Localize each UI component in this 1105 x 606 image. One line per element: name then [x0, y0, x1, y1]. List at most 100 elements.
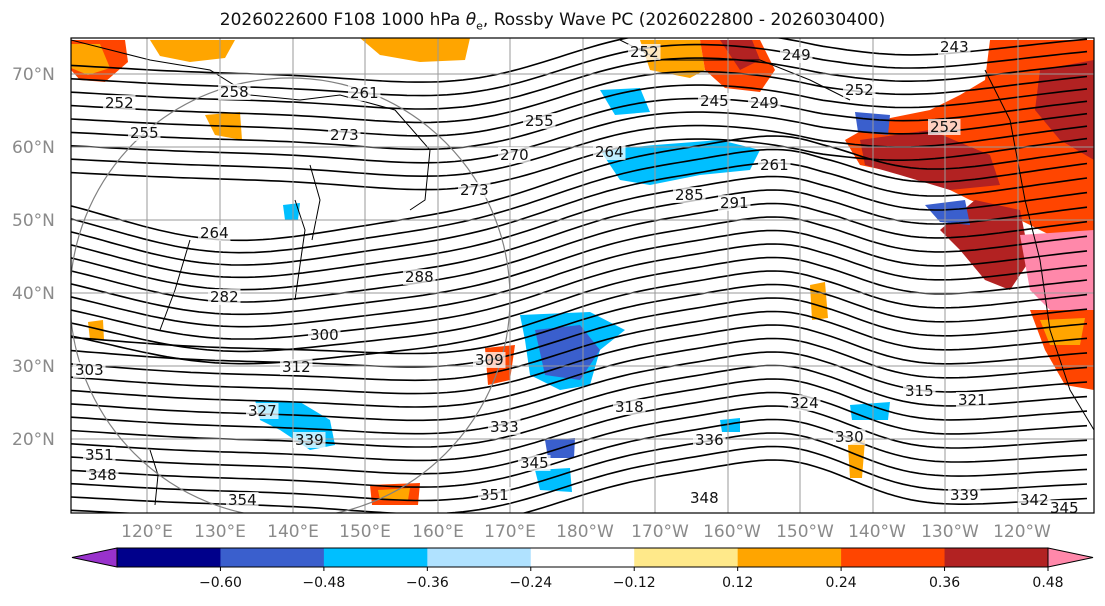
- contour-line: [71, 297, 1088, 368]
- contour-label: 249: [750, 94, 779, 112]
- lon-label: 170°E: [484, 522, 536, 542]
- anomaly-patch: [860, 130, 1000, 190]
- contour-line: [71, 70, 1088, 124]
- contour-label: 252: [930, 118, 959, 136]
- contour-label-bg: [86, 467, 119, 483]
- anomaly-patch: [360, 38, 470, 62]
- lon-label: 160°E: [412, 522, 464, 542]
- contour-label: 342: [1020, 491, 1049, 509]
- contour-label: 270: [500, 146, 529, 164]
- contour-label: 264: [200, 224, 229, 242]
- contour-label-bg: [246, 403, 279, 419]
- contour-label: 321: [958, 391, 987, 409]
- contour-label: 345: [1050, 499, 1079, 517]
- contour-label: 282: [210, 288, 239, 306]
- graticule: [71, 38, 1094, 513]
- contour-line: [71, 418, 1088, 488]
- reference-circle: [71, 77, 511, 513]
- contour-line: [71, 270, 1088, 365]
- lon-label: 120°W: [993, 522, 1051, 542]
- contour-label-bg: [938, 39, 971, 55]
- colorbar-bin: [737, 548, 842, 567]
- contour-line: [71, 148, 1088, 254]
- colorbar-bin: [634, 548, 739, 567]
- contour-label-bg: [593, 144, 626, 160]
- colorbar-bin: [117, 548, 221, 567]
- contour-line: [71, 97, 1088, 151]
- contour-label: 261: [760, 156, 789, 174]
- colorbar-tick-label: −0.60: [199, 575, 242, 591]
- contour-label-bg: [308, 327, 341, 343]
- contour-label-bg: [73, 362, 106, 378]
- contour-label-bg: [226, 492, 259, 508]
- lon-label: 160°W: [703, 522, 761, 542]
- lat-label: 70°N: [12, 65, 55, 85]
- anomaly-patch: [378, 488, 410, 500]
- contour-label: 312: [282, 358, 311, 376]
- contour-label: 303: [75, 361, 104, 379]
- contour-line: [71, 337, 1088, 408]
- contour-label: 339: [950, 486, 979, 504]
- contour-label: 249: [782, 46, 811, 64]
- contour-line: [71, 459, 1088, 513]
- contour-line: [71, 162, 1088, 266]
- lon-label: 130°E: [194, 522, 246, 542]
- anomaly-patch: [283, 203, 300, 220]
- lon-label: 140°W: [848, 522, 906, 542]
- contour-label: 336: [695, 431, 724, 449]
- lon-label: 180°W: [556, 522, 614, 542]
- contour-label-bg: [698, 93, 731, 109]
- lon-label: 140°E: [267, 522, 319, 542]
- lon-label: 150°E: [339, 522, 391, 542]
- contour-label: 291: [720, 194, 749, 212]
- contour-line: [71, 324, 1088, 395]
- lat-label: 30°N: [12, 357, 55, 377]
- contour-label-bg: [843, 82, 876, 98]
- contour-label-bg: [628, 44, 661, 60]
- contour-label-bg: [903, 383, 936, 399]
- anomaly-patch: [848, 440, 865, 478]
- longitude-labels: 120°E 130°E 140°E 150°E 160°E 170°E 180°…: [121, 522, 1051, 542]
- contour-label: 245: [700, 92, 729, 110]
- contour-label: 351: [480, 486, 509, 504]
- colorbar-bin: [323, 548, 428, 567]
- anomaly-patch: [1020, 230, 1094, 310]
- contour-label: 255: [525, 112, 554, 130]
- colorbar-tick-label: 0.24: [826, 575, 857, 591]
- contour-label: 318: [615, 398, 644, 416]
- anomaly-patch: [810, 282, 828, 320]
- map-frame: [70, 37, 1095, 514]
- contour-label-bg: [218, 84, 251, 100]
- anomaly-patch: [88, 320, 104, 340]
- contour-label: 255: [130, 124, 159, 142]
- contour-label: 300: [310, 326, 339, 344]
- colorbar-arrow-high: [1047, 547, 1094, 568]
- contour-label: 339: [295, 431, 324, 449]
- colorbar-bin: [944, 548, 1049, 567]
- colorbar-tick-label: −0.48: [302, 575, 345, 591]
- contour-label: 324: [790, 394, 819, 412]
- contour-label: 252: [845, 81, 874, 99]
- contour-label: 309: [475, 351, 504, 369]
- contour-line: [71, 84, 1088, 137]
- colorbar-tick-label: −0.36: [406, 575, 449, 591]
- contour-label-bg: [488, 419, 521, 435]
- contour-label: 273: [330, 126, 359, 144]
- contour-label: 333: [490, 418, 519, 436]
- contour-label-bg: [208, 289, 241, 305]
- lat-label: 50°N: [12, 211, 55, 231]
- contour-label: 243: [940, 38, 969, 56]
- title-prefix: 2026022600 F108 1000 hPa: [219, 10, 466, 30]
- contour-label: 351: [85, 446, 114, 464]
- colorbar-tick-label: −0.24: [509, 575, 552, 591]
- map-title: 2026022600 F108 1000 hPa θe, Rossby Wave…: [0, 10, 1105, 32]
- contour-label-bg: [403, 269, 436, 285]
- contour-label: 345: [520, 454, 549, 472]
- lon-label: 170°W: [631, 522, 689, 542]
- contour-label-bg: [328, 127, 361, 143]
- colorbar-arrow-low: [71, 547, 118, 568]
- contour-line: [71, 137, 1088, 191]
- colorbar: [71, 547, 1094, 568]
- contour-label-bg: [478, 487, 511, 503]
- contour-line: [71, 57, 1088, 110]
